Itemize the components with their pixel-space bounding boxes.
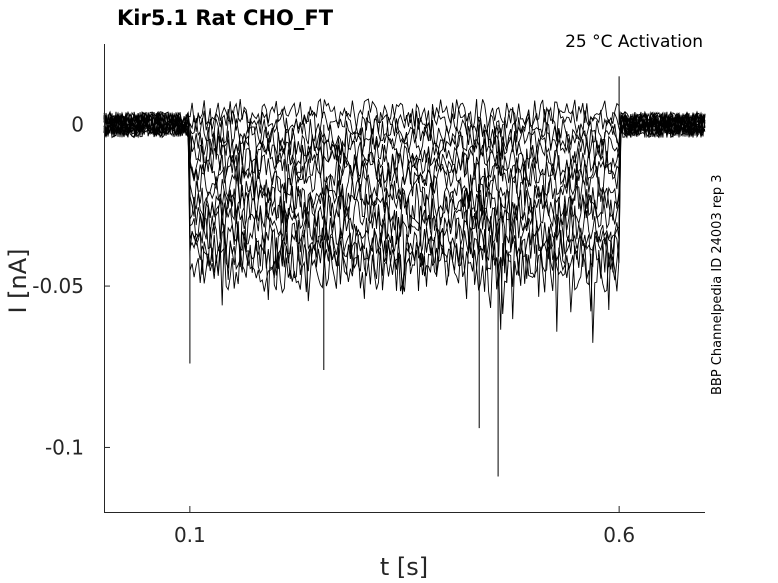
trace-0 (103, 98, 706, 146)
temperature-annotation: 25 °C Activation (565, 32, 703, 52)
x-axis-label: t [s] (380, 553, 428, 581)
y-tick-label-2: -0.1 (45, 435, 84, 459)
axes (104, 44, 705, 513)
y-axis-label: I [nA] (4, 248, 32, 313)
trace-10 (103, 110, 706, 257)
trace-12 (103, 111, 706, 283)
trace-15 (103, 111, 706, 343)
trace-14 (103, 110, 706, 332)
trace-1 (103, 108, 706, 160)
current-traces (103, 76, 706, 477)
x-tick-label-1: 0.6 (603, 523, 635, 547)
y-tick-label-0: 0 (71, 113, 84, 137)
channelpedia-id-note: BBP Channelpedia ID 24003 rep 3 (710, 174, 725, 395)
ticks: 0.1 0.6 0 -0.05 -0.1 (32, 113, 635, 547)
trace-7 (103, 111, 706, 219)
trace-4 (103, 110, 706, 187)
x-tick-label-0: 0.1 (174, 523, 206, 547)
chart-title: Kir5.1 Rat CHO_FT (117, 6, 334, 30)
trace-13 (103, 111, 706, 311)
trace-3 (103, 110, 706, 174)
y-tick-label-1: -0.05 (32, 274, 84, 298)
